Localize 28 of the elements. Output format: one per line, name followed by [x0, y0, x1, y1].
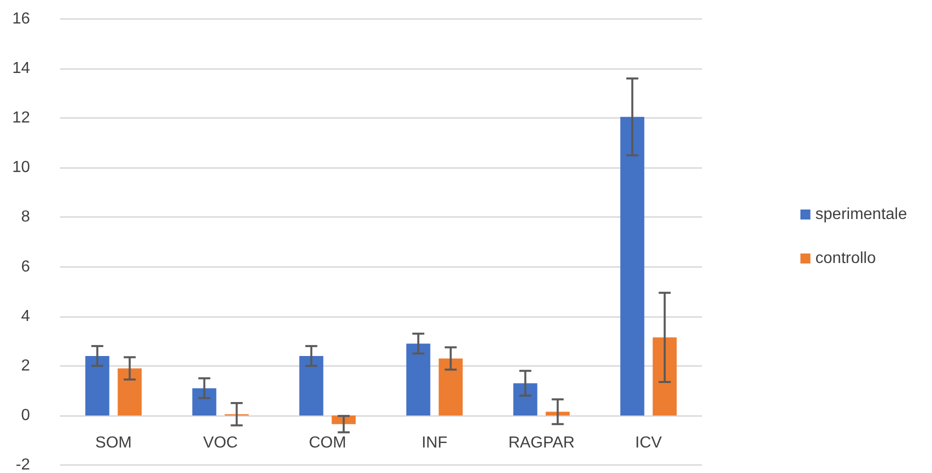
bar: [620, 116, 644, 416]
y-tick-label: 10: [12, 159, 30, 176]
x-tick-label: VOC: [203, 434, 238, 452]
y-tick-label: 16: [12, 10, 30, 28]
x-tick-label: RAGPAR: [508, 434, 575, 452]
y-tick-label: 8: [21, 208, 30, 226]
bar: [438, 358, 463, 416]
bar: [406, 344, 430, 416]
y-tick-label: 12: [12, 110, 30, 127]
bar: [652, 337, 677, 416]
y-tick-label: 4: [21, 308, 30, 325]
bar: [85, 356, 110, 416]
legend-label: sperimentale: [815, 206, 908, 223]
x-tick-label: INF: [422, 434, 448, 452]
bar: [513, 383, 538, 416]
bar: [546, 412, 570, 416]
bar: [192, 388, 216, 416]
y-tick-label: 2: [21, 357, 30, 374]
y-tick-label: 6: [21, 258, 30, 276]
legend-label: controllo: [815, 250, 876, 267]
x-tick-label: COM: [308, 434, 346, 452]
x-tick-label: ICV: [635, 434, 662, 452]
y-tick-label: 0: [21, 406, 30, 424]
y-tick-label: 14: [12, 60, 30, 78]
x-tick-label: SOM: [95, 434, 132, 452]
bar: [118, 368, 142, 416]
y-tick-label: -2: [16, 456, 30, 473]
bar: [299, 356, 324, 416]
